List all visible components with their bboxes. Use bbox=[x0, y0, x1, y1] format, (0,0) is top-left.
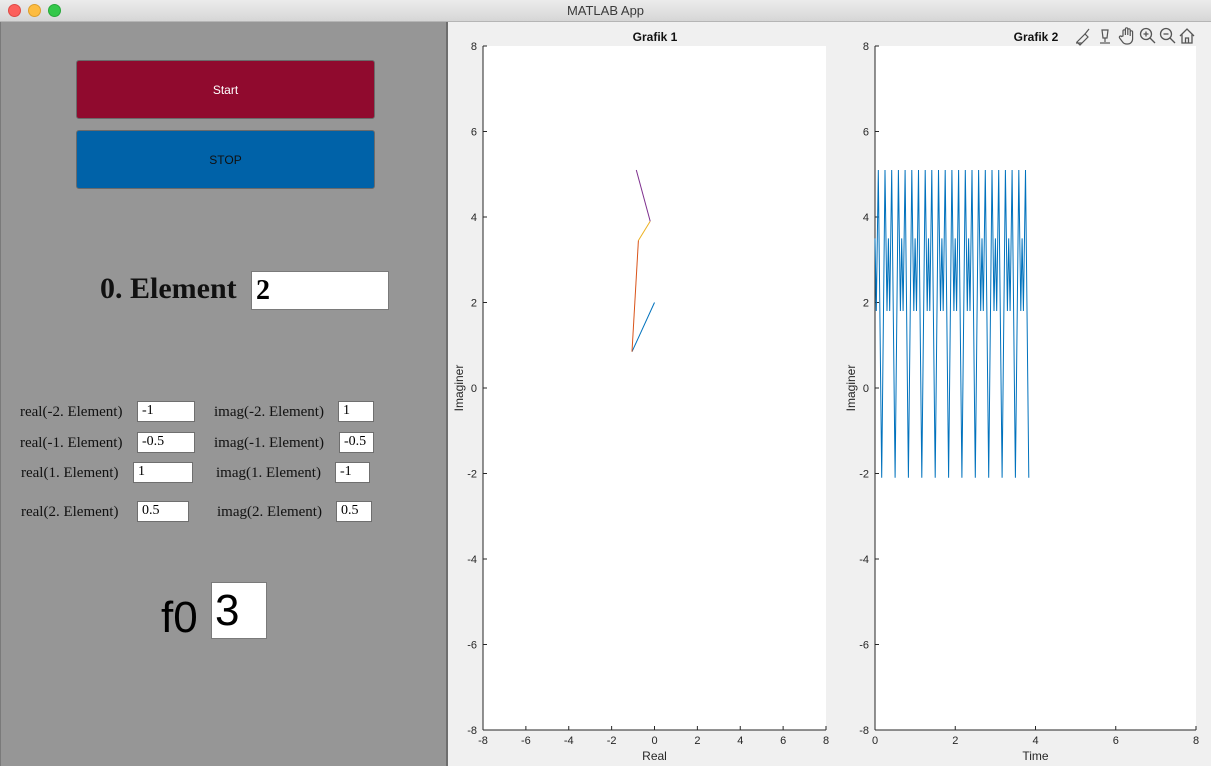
stop-button[interactable]: STOP bbox=[76, 130, 375, 189]
element0-label: 0. Element bbox=[100, 272, 237, 305]
real-minus1-label: real(-1. Element) bbox=[20, 435, 123, 451]
imag-minus1-label: imag(-1. Element) bbox=[214, 435, 324, 451]
control-panel: Start STOP 0. Element 2 real(-2. Element… bbox=[0, 22, 448, 766]
minimize-window-button[interactable] bbox=[28, 4, 41, 17]
real-minus2-field[interactable]: -1 bbox=[137, 401, 195, 422]
title-bar: MATLAB App bbox=[0, 0, 1211, 22]
start-button[interactable]: Start bbox=[76, 60, 375, 119]
imag-minus1-field[interactable]: -0.5 bbox=[339, 432, 374, 453]
pan-icon[interactable] bbox=[1118, 27, 1134, 45]
home-icon[interactable] bbox=[1179, 28, 1195, 44]
axes-toolbar bbox=[1076, 27, 1195, 46]
real-minus1-field[interactable]: -0.5 bbox=[137, 432, 195, 453]
zoom-in-icon[interactable] bbox=[1139, 27, 1156, 44]
maximize-window-button[interactable] bbox=[48, 4, 61, 17]
close-window-button[interactable] bbox=[8, 4, 21, 17]
imag-minus2-label: imag(-2. Element) bbox=[214, 404, 324, 420]
real-1-field[interactable]: 1 bbox=[133, 462, 193, 483]
f0-label: f0 bbox=[161, 593, 198, 642]
imag-1-label: imag(1. Element) bbox=[216, 465, 321, 481]
imag-1-field[interactable]: -1 bbox=[335, 462, 370, 483]
element0-field[interactable]: 2 bbox=[251, 271, 389, 310]
plot-panel bbox=[450, 22, 1211, 766]
real-minus2-label: real(-2. Element) bbox=[20, 404, 123, 420]
window-title: MATLAB App bbox=[566, 3, 645, 18]
real-2-label: real(2. Element) bbox=[21, 504, 119, 520]
zoom-out-icon[interactable] bbox=[1159, 27, 1176, 44]
real-2-field[interactable]: 0.5 bbox=[137, 501, 189, 522]
imag-minus2-field[interactable]: 1 bbox=[338, 401, 374, 422]
brush-icon[interactable] bbox=[1076, 28, 1090, 46]
imag-2-label: imag(2. Element) bbox=[217, 504, 322, 520]
f0-field[interactable]: 3 bbox=[211, 582, 267, 639]
real-1-label: real(1. Element) bbox=[21, 465, 119, 481]
imag-2-field[interactable]: 0.5 bbox=[336, 501, 372, 522]
data-tips-icon[interactable] bbox=[1100, 29, 1110, 44]
